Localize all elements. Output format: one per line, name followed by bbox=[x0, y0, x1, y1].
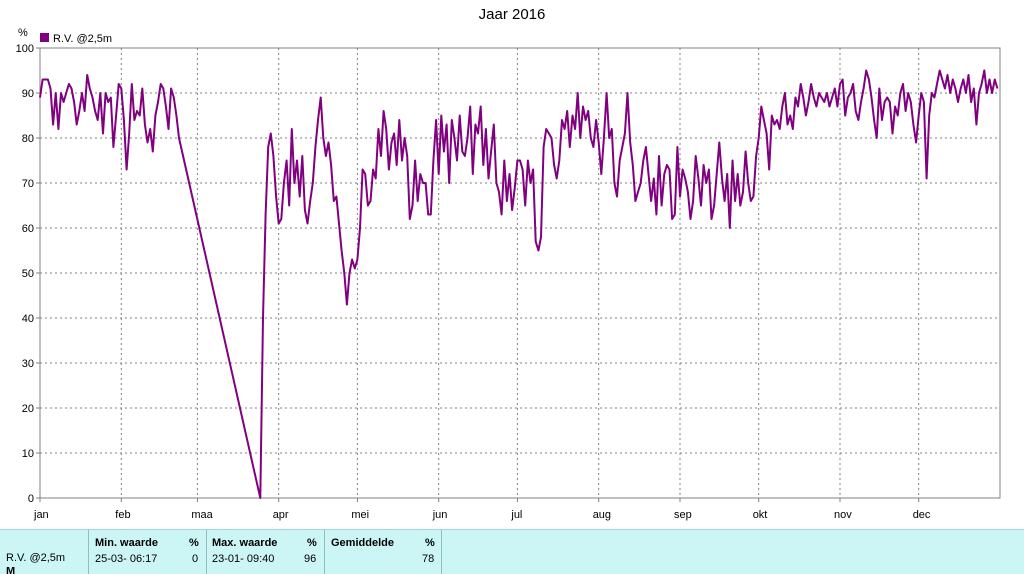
y-tick-label: 20 bbox=[22, 403, 34, 415]
y-axis-unit-label: % bbox=[18, 27, 28, 39]
x-tick-label: jul bbox=[510, 509, 522, 521]
y-tick-label: 40 bbox=[22, 313, 34, 325]
series-layer bbox=[39, 69, 999, 499]
stats-divider bbox=[324, 530, 325, 574]
y-tick-label: 100 bbox=[16, 43, 34, 55]
max-unit: % bbox=[307, 537, 317, 549]
x-tick-label: jan bbox=[33, 509, 49, 521]
max-time: 23-01- 09:40 bbox=[212, 553, 275, 565]
min-time: 25-03- 06:17 bbox=[95, 553, 158, 565]
min-value: 0 bbox=[192, 553, 199, 565]
x-tick-label: dec bbox=[913, 509, 931, 521]
stats-divider bbox=[441, 530, 442, 574]
x-tick-label: sep bbox=[674, 509, 692, 521]
legend-swatch bbox=[40, 33, 49, 42]
x-tick-label: aug bbox=[593, 509, 611, 521]
x-tick-label: okt bbox=[753, 509, 768, 521]
y-tick-label: 0 bbox=[28, 493, 34, 505]
y-tick-label: 60 bbox=[22, 223, 34, 235]
min-header: Min. waarde bbox=[95, 537, 158, 549]
y-tick-label: 50 bbox=[22, 268, 34, 280]
x-tick-label: apr bbox=[273, 509, 289, 521]
stats-divider bbox=[88, 530, 89, 574]
grid-layer bbox=[40, 48, 1000, 498]
y-tick-label: 70 bbox=[22, 178, 34, 190]
series-line bbox=[39, 69, 999, 499]
stats-series-label: R.V. @2,5m bbox=[6, 552, 66, 564]
y-tick-label: 30 bbox=[22, 358, 34, 370]
avg-unit: % bbox=[425, 537, 435, 549]
y-tick-label: 90 bbox=[22, 88, 34, 100]
y-tick-label: 80 bbox=[22, 133, 34, 145]
chart-area: 0 10 20 30 40 50 60 70 80 90 100 jan feb maa apr mei ju… bbox=[16, 27, 1001, 521]
x-axis-ticks: jan feb maa apr mei jun jul aug sep okt nov dec bbox=[33, 498, 931, 521]
legend: R.V. @2,5m bbox=[40, 33, 112, 45]
stats-divider bbox=[206, 530, 207, 574]
max-header: Max. waarde bbox=[212, 537, 278, 549]
y-axis-ticks: 0 10 20 30 40 50 60 70 80 90 100 bbox=[16, 43, 40, 505]
x-tick-label: jun bbox=[432, 509, 448, 521]
avg-value: 78 bbox=[422, 553, 435, 565]
stats-panel: R.V. @2,5m M Min. waarde % 25-03- 06:17 … bbox=[0, 529, 1024, 574]
legend-label: R.V. @2,5m bbox=[53, 33, 112, 45]
avg-header: Gemiddelde bbox=[331, 537, 394, 549]
stats-series-label-cut: M bbox=[6, 567, 16, 574]
x-tick-label: maa bbox=[191, 509, 213, 521]
y-tick-label: 10 bbox=[22, 448, 34, 460]
min-unit: % bbox=[189, 537, 199, 549]
chart-title: Jaar 2016 bbox=[478, 6, 546, 23]
x-tick-label: mei bbox=[351, 509, 369, 521]
max-value: 96 bbox=[304, 553, 317, 565]
x-tick-label: feb bbox=[115, 509, 130, 521]
x-tick-label: nov bbox=[834, 509, 852, 521]
